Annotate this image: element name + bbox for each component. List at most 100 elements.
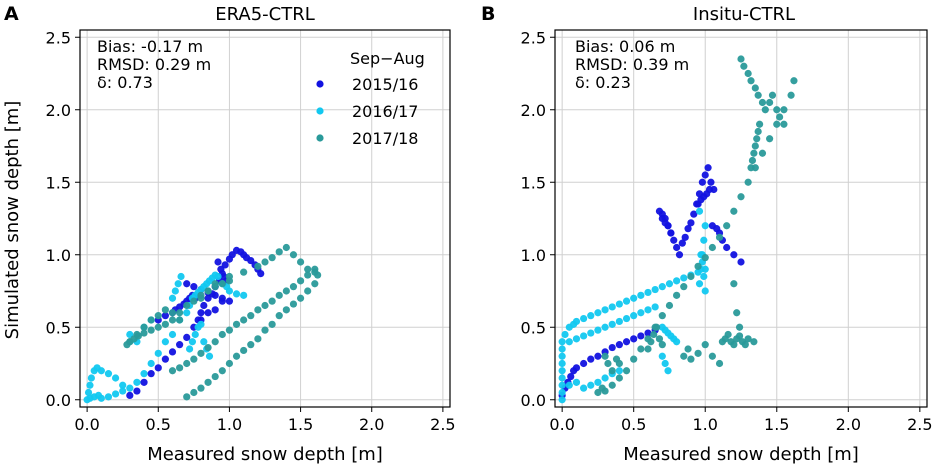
panel-a-point-2016-17 [111, 390, 120, 398]
panel-b-point-2016-17 [651, 285, 659, 294]
panel-a-point-2017-18 [268, 297, 276, 305]
panel-b-ticks: 0.0 0.5 1.0 1.5 2.0 2.5 0.0 0.5 1.0 1.5 2.0 2.5 [521, 28, 933, 434]
panel-b-point-2017-18 [715, 359, 724, 368]
panel-b-point-2016-17 [680, 274, 688, 282]
panel-b-point-2017-18 [615, 359, 623, 368]
panel-b-point-2016-17 [601, 374, 609, 382]
panel-b-point-2017-18 [737, 55, 745, 63]
panel-b-point-2015-16 [704, 164, 712, 172]
panel-b-point-2016-17 [664, 367, 672, 375]
panel-b-point-2015-16 [675, 251, 684, 259]
panel-b-point-2015-16 [678, 239, 686, 247]
panel-a-point-2016-17 [111, 374, 120, 382]
panel-b-x-axis-label: Measured snow depth [m] [623, 444, 859, 465]
panel-a-point-2017-18 [154, 312, 162, 320]
panel-b-x-tick-label: 2.0 [836, 415, 861, 434]
panel-a-x-tick-label: 0.5 [146, 415, 171, 434]
panel-b-point-2016-17 [594, 326, 602, 334]
panel-a-point-2017-18 [232, 320, 241, 328]
panel-b-y-tick-label: 2.5 [521, 28, 546, 47]
panel-a-point-2015-16 [140, 378, 148, 386]
panel-a-point-2015-16 [190, 283, 198, 291]
panel-a-point-2017-18 [268, 254, 276, 262]
panel-b-point-2017-18 [694, 349, 702, 357]
legend-label-2017-18: 2017/18 [352, 129, 418, 148]
panel-b-point-2016-17 [658, 352, 666, 360]
legend-marker-2016-17 [316, 107, 324, 115]
panel-b-point-2016-17 [695, 280, 704, 288]
panel-a-point-2017-18 [168, 316, 177, 324]
panel-a-point-2015-16 [183, 333, 191, 341]
panel-a-point-2017-18 [197, 384, 205, 392]
panel-a-point-2016-17 [168, 294, 177, 302]
panel-a-point-2017-18 [225, 326, 234, 334]
panel-a-point-2017-18 [140, 329, 148, 337]
panel-a-point-2017-18 [225, 272, 234, 281]
panel-a-point-2015-16 [197, 309, 205, 317]
panel-b-point-2015-16 [701, 171, 709, 179]
panel-a-point-2017-18 [211, 280, 219, 288]
panel-b-y-tick-label: 0.5 [521, 318, 546, 337]
panel-b-point-2015-16 [580, 359, 588, 368]
panel-b-point-2016-17 [615, 300, 623, 308]
panel-b-point-2016-17 [565, 338, 573, 346]
panel-b-point-2015-16 [705, 185, 714, 194]
panel-a-x-tick-label: 1.0 [217, 415, 242, 434]
panel-b-point-2016-17 [572, 317, 581, 326]
panel-b-point-2017-18 [687, 272, 695, 281]
panel-b-y-tick-label: 1.0 [521, 246, 546, 265]
panel-b-point-2015-16 [690, 210, 698, 218]
panel-a-point-2015-16 [168, 348, 177, 356]
panel-a-point-2017-18 [225, 359, 234, 368]
panel-a-point-2016-17 [177, 272, 185, 281]
panel-b-point-2016-17 [558, 352, 566, 360]
panel-b-point-2017-18 [758, 98, 767, 107]
panel-b-point-2016-17 [594, 309, 602, 317]
panel-b-point-2016-17 [601, 306, 609, 314]
legend-label-2016-17: 2016/17 [352, 102, 418, 121]
panel-b-point-2017-18 [680, 283, 688, 291]
panel-b-point-2016-17 [558, 359, 566, 368]
panel-b-point-2017-18 [658, 341, 666, 349]
panel-b-point-2017-18 [754, 91, 762, 99]
panel-b-point-2016-17 [580, 314, 588, 323]
panel-b-point-2017-18 [708, 243, 716, 252]
panel-a-point-2016-17 [171, 287, 179, 295]
panel-b-point-2017-18 [768, 91, 777, 99]
panel-a-point-2017-18 [282, 306, 290, 314]
panel-a-point-2015-16 [183, 280, 191, 288]
panel-a-point-2016-17 [86, 381, 94, 389]
panel-a-point-2017-18 [190, 388, 198, 397]
panel-a-x-tick-label: 2.5 [430, 415, 455, 434]
panel-b-point-2016-17 [587, 312, 595, 320]
panel-a-point-2017-18 [204, 287, 212, 295]
panel-a-point-2016-17 [161, 338, 169, 346]
panel-a-point-2017-18 [296, 258, 305, 266]
panel-b-point-2017-18 [735, 323, 744, 331]
panel-a-point-2017-18 [211, 338, 219, 346]
panel-b-point-2017-18 [766, 135, 774, 143]
panel-a-point-2016-17 [168, 330, 177, 339]
panel-b-point-2015-16 [698, 178, 706, 186]
panel-b-point-2015-16 [681, 233, 689, 241]
panel-a-point-2016-17 [119, 381, 127, 389]
panel-b-point-2017-18 [730, 341, 738, 349]
panel-b-y-tick-label: 2.0 [521, 101, 546, 120]
panel-a-point-2016-17 [140, 370, 148, 378]
panel-b-point-2016-17 [572, 378, 581, 386]
panel-b-point-2015-16 [615, 341, 623, 349]
panel-a-point-2017-18 [211, 372, 219, 381]
panel-b-point-2016-17 [558, 381, 566, 389]
panel-b-point-2017-18 [730, 280, 738, 288]
panel-a-point-2015-16 [147, 370, 155, 378]
panel-a-point-2016-17 [240, 291, 248, 299]
panel-b-y-tick-label: 1.5 [521, 173, 546, 192]
panel-b-point-2016-17 [594, 378, 602, 386]
panel-b-point-2015-16 [572, 364, 581, 372]
panel-b-point-2017-18 [715, 233, 724, 241]
panel-b-point-2016-17 [558, 388, 566, 397]
legend-title: Sep−Aug [350, 49, 425, 68]
panel-a-point-2017-18 [204, 378, 212, 386]
panel-a-y-tick-label: 1.5 [46, 173, 71, 192]
panel-a-point-2015-16 [211, 291, 219, 299]
